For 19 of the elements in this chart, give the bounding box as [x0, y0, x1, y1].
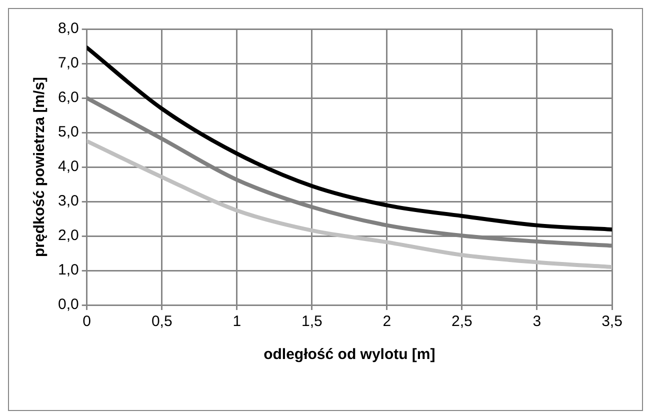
- x-tick-label: 0: [82, 313, 92, 330]
- y-axis-title: prędkość powietrza [m/s]: [31, 76, 48, 258]
- y-tick-label: 0,0: [58, 296, 79, 314]
- x-tick-label: 2: [382, 313, 392, 330]
- x-axis-title: odległość od wylotu [m]: [264, 346, 436, 364]
- x-tick-label: 3: [532, 313, 542, 330]
- x-tick-label: 1,5: [301, 313, 322, 330]
- y-tick-label: 1,0: [58, 262, 79, 279]
- y-tick-label: 2,0: [58, 227, 79, 244]
- x-tick-label: 1: [232, 313, 242, 330]
- y-tick-label: 6,0: [58, 89, 79, 106]
- x-tick-label: 0,5: [151, 313, 172, 330]
- y-tick-label: 7,0: [58, 54, 79, 72]
- y-tick-label: 3,0: [58, 192, 79, 210]
- x-tick-label: 3,5: [602, 313, 622, 330]
- y-tick-label: 4,0: [58, 158, 79, 176]
- y-tick-label: 8,0: [58, 20, 79, 38]
- x-tick-label: 2,5: [452, 313, 472, 330]
- y-tick-label: 5,0: [58, 124, 79, 141]
